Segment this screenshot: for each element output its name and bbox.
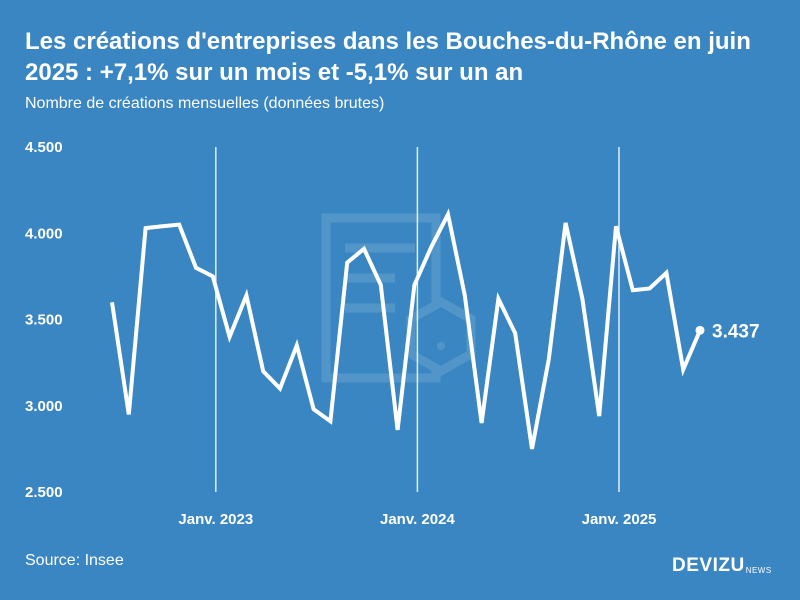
brand-name: DEVIZU bbox=[672, 555, 745, 576]
source-note: Source: Insee bbox=[25, 552, 124, 569]
end-value-label: 3.437 bbox=[712, 321, 760, 342]
brand-logo: DEVIZU NEWS bbox=[672, 555, 772, 577]
y-tick-label: 2.500 bbox=[25, 484, 63, 501]
brand-sub: NEWS bbox=[745, 566, 772, 575]
chart-title: Les créations d'entreprises dans les Bou… bbox=[25, 28, 751, 86]
y-tick-label: 3.500 bbox=[25, 312, 63, 329]
x-tick-label: Janv. 2024 bbox=[380, 511, 455, 528]
series-line-group bbox=[110, 208, 702, 450]
series-line bbox=[110, 208, 702, 450]
x-tick-label: Janv. 2025 bbox=[582, 511, 657, 528]
x-tick-label: Janv. 2023 bbox=[178, 511, 253, 528]
x-axis: Janv. 2023 Janv. 2024 Janv. 2025 bbox=[178, 511, 656, 528]
end-marker bbox=[695, 325, 705, 335]
end-marker-group: 3.437 bbox=[695, 321, 760, 342]
chart-subtitle: Nombre de créations mensuelles (données … bbox=[25, 95, 385, 112]
document-watermark-icon bbox=[321, 213, 476, 383]
y-tick-label: 4.000 bbox=[25, 225, 63, 242]
gridlines bbox=[215, 147, 620, 492]
y-tick-label: 4.500 bbox=[25, 139, 63, 156]
y-axis: 2.500 3.000 3.500 4.000 4.500 bbox=[25, 139, 63, 501]
y-tick-label: 3.000 bbox=[25, 398, 63, 415]
